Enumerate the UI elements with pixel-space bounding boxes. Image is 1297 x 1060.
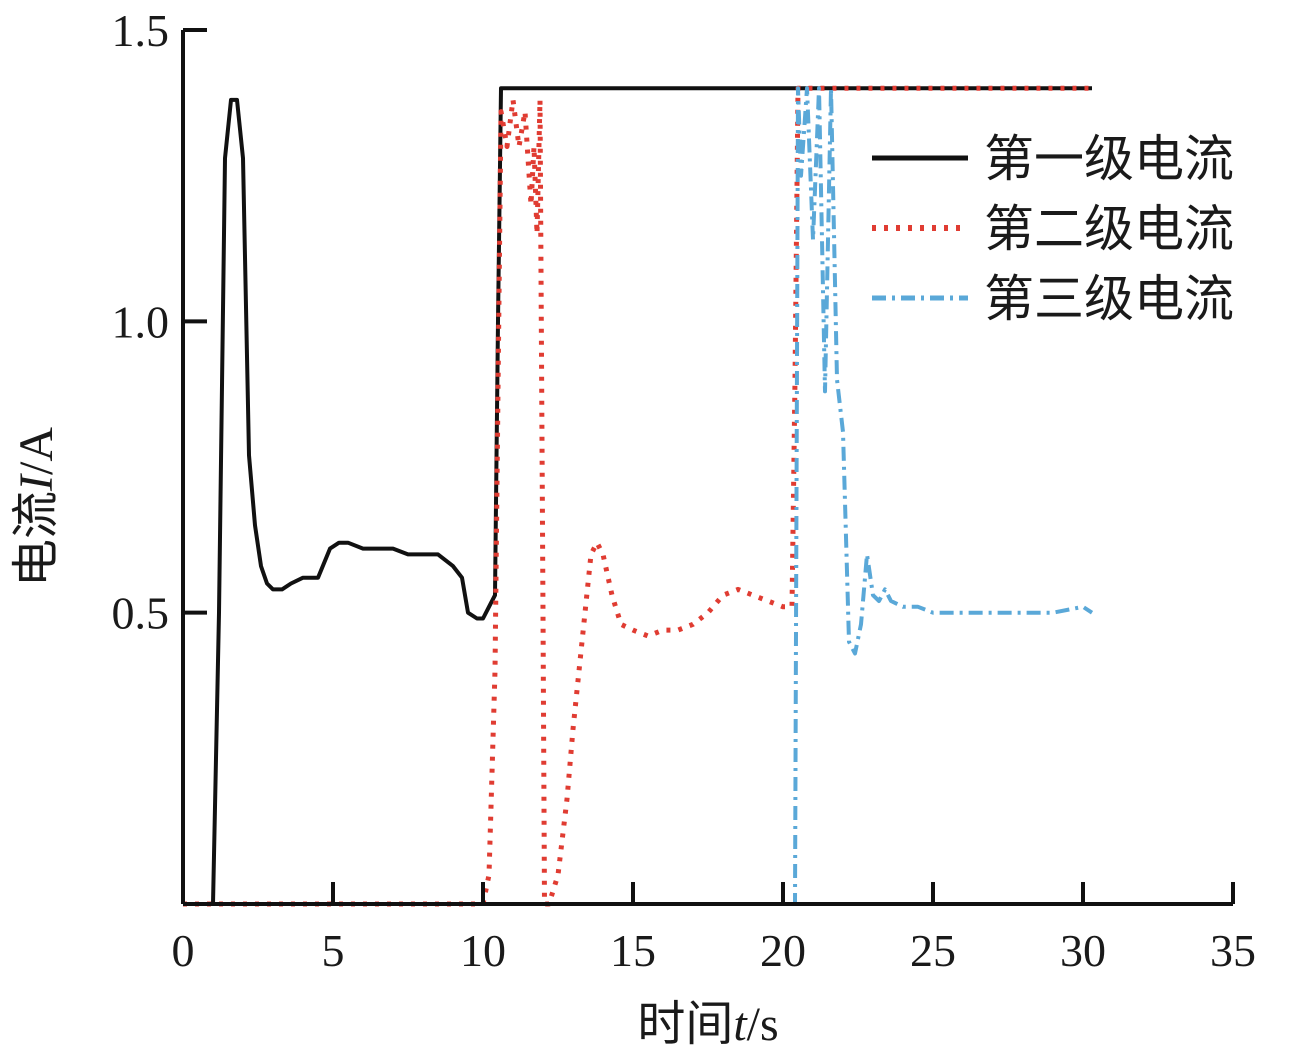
y-axis-title: 电流I/A: [8, 427, 64, 587]
y-tick-label: 1.5: [112, 5, 170, 56]
legend-label-2: 第二级电流: [984, 200, 1234, 258]
y-axis-title-unit: /A: [10, 427, 63, 475]
y-tick-label: 0.5: [112, 588, 170, 639]
plot-lines: [183, 85, 1094, 907]
x-tick-label: 15: [610, 925, 656, 976]
series-line-2: [183, 85, 1092, 907]
x-ticks: 0 5 10 15 20 25 30 35: [172, 882, 1256, 976]
x-tick-label: 0: [172, 925, 195, 976]
series-line-3: [183, 86, 1094, 906]
x-axis-title-var: t: [733, 998, 748, 1051]
x-tick-label: 35: [1210, 925, 1256, 976]
y-tick-label: 1.0: [112, 296, 170, 347]
x-axis-title: 时间t/s: [637, 996, 778, 1052]
x-tick-label: 25: [910, 925, 956, 976]
x-axis-title-unit: /s: [747, 998, 779, 1051]
x-tick-label: 10: [460, 925, 506, 976]
legend-label-3: 第三级电流: [984, 270, 1234, 328]
series-line-1: [183, 86, 1092, 906]
x-tick-label: 30: [1060, 925, 1106, 976]
y-axis-title-main: 电流: [8, 491, 64, 587]
axes: 0 5 10 15 20 25 30 35 0.5 1.0 1.5: [112, 5, 1257, 976]
x-axis-title-main: 时间: [637, 996, 733, 1052]
y-ticks: 0.5 1.0 1.5: [112, 5, 207, 639]
x-tick-label: 20: [760, 925, 806, 976]
x-tick-label: 5: [322, 925, 345, 976]
legend-label-1: 第一级电流: [984, 130, 1234, 188]
y-axis-title-var: I: [10, 473, 63, 492]
